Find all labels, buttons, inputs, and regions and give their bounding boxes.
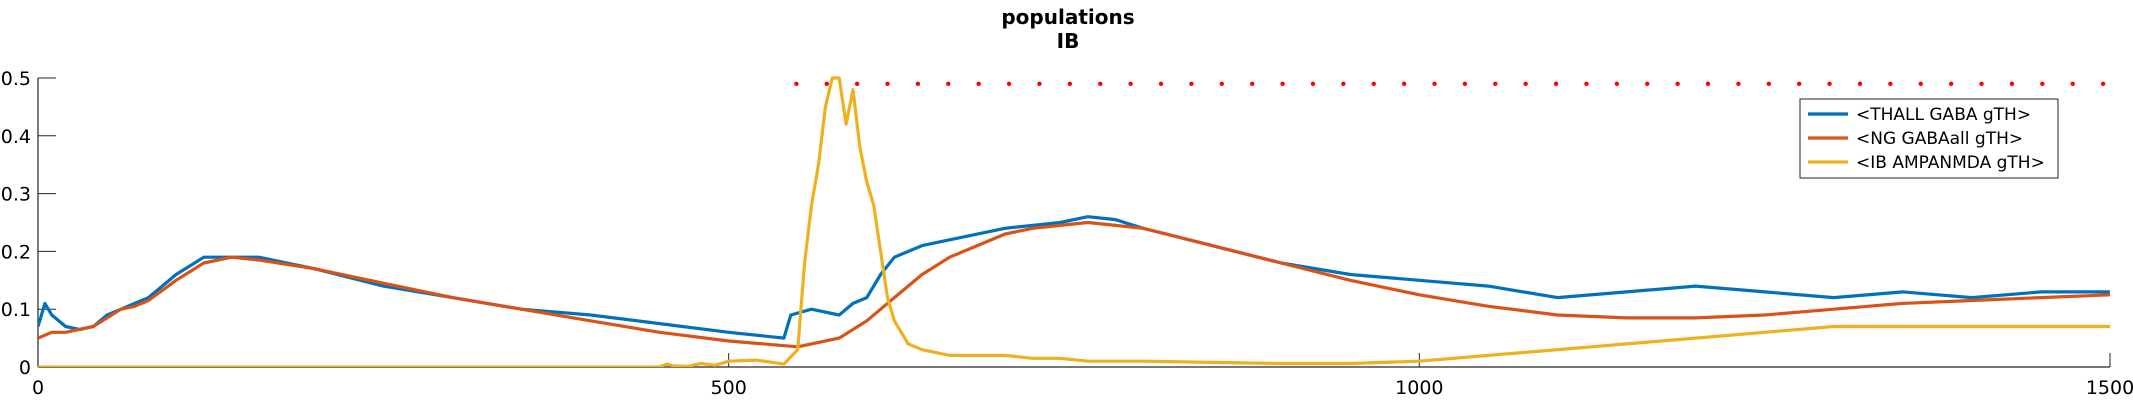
spike-marker [1037,81,1042,86]
spike-marker [1675,81,1680,86]
spike-marker [1219,81,1225,86]
spike-marker [1797,81,1802,86]
axes: 0 500 1000 1500 0 0.1 0.2 0.3 0.4 0.5 [1,68,2133,399]
spike-marker [1736,81,1741,86]
spike-marker [2100,81,2106,86]
spike-marker [1979,81,1984,86]
spike-marker [1857,81,1863,86]
legend: <THALL GABA gTH> <NG GABAall gTH> <IB AMPA… [1799,98,2059,179]
spike-marker [1948,81,1954,86]
spike-marker [1614,81,1620,86]
chart-subtitle: IB [1057,29,1080,53]
spike-marker [1432,81,1437,86]
legend-label: <THALL GABA gTH> [1856,105,2031,125]
spike-marker [794,81,799,86]
legend-label: <IB AMPANMDA gTH> [1856,153,2045,173]
series-line-1 [38,215,2110,340]
spike-marker [1401,81,1407,86]
spike-marker [1128,81,1133,86]
spike-marker [976,81,981,86]
spike-marker [1766,81,1772,86]
spike-marker [1553,81,1559,86]
spike-marker [1462,81,1468,86]
spike-marker [2070,81,2075,86]
y-tick-label: 0.5 [1,68,31,90]
x-tick-label: 0 [32,377,44,399]
spike-marker [2009,81,2015,86]
y-tick-label: 0.4 [1,126,31,148]
spike-marker [1705,81,1711,86]
spike-marker [1371,81,1376,86]
spike-marker [1067,81,1073,86]
spike-marker [1189,81,1194,86]
spike-marker [1918,81,1923,86]
x-tick-label: 500 [711,377,747,399]
spike-marker [1280,81,1285,86]
spike-marker [915,81,921,86]
spike-marker [885,81,890,86]
series-layer [38,76,2110,367]
spike-marker [854,81,860,86]
spike-marker [1341,81,1346,86]
spike-markers [794,81,2106,86]
y-tick-label: 0.1 [1,299,31,321]
spike-marker [1888,81,1893,86]
spike-marker [1098,81,1103,86]
spike-marker [946,81,951,86]
spike-marker [1584,81,1589,86]
spike-marker [1827,81,1832,86]
series-line-3 [38,76,2110,367]
y-tick-label: 0 [19,357,31,379]
plot-area: 0 500 1000 1500 0 0.1 0.2 0.3 0.4 0.5 <THALL GABA… [1,68,2133,399]
spike-marker [824,81,829,86]
series-line-2 [38,220,2110,349]
legend-label: <NG GABAall gTH> [1856,129,2023,149]
spike-marker [1249,81,1255,86]
spike-marker [1006,81,1012,86]
spike-marker [2040,81,2045,86]
y-tick-label: 0.3 [1,184,31,206]
spike-marker [1645,81,1650,86]
spike-marker [1523,81,1528,86]
chart-title: populations [1001,5,1134,29]
x-tick-label: 1000 [1395,377,1443,399]
spike-marker [1493,81,1498,86]
x-tick-label: 1500 [2086,377,2133,399]
spike-marker [1310,81,1316,86]
y-tick-label: 0.2 [1,241,31,263]
spike-marker [1158,81,1164,86]
